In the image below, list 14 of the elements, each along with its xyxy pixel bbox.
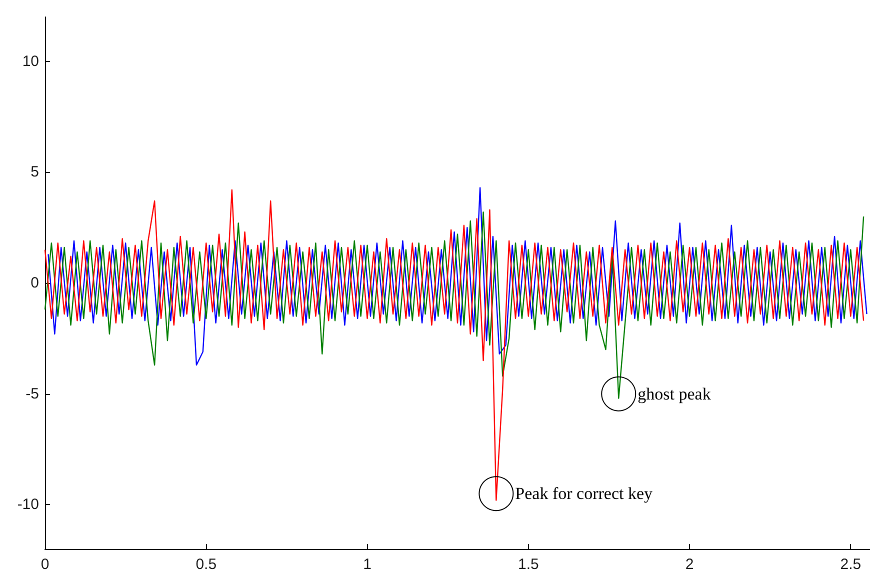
x-tick-label: 1.5 <box>518 556 539 573</box>
x-tick-label: 2 <box>685 556 694 573</box>
x-tick-label: 1 <box>363 556 372 573</box>
y-tick-label: 10 <box>22 52 39 70</box>
x-tick-label: 0.5 <box>196 556 217 573</box>
line-series <box>48 187 868 366</box>
y-tick-label: -10 <box>17 496 39 514</box>
annotation: Peak for correct key <box>515 484 654 504</box>
line-series <box>44 189 864 501</box>
annotation: ghost peak <box>638 384 712 404</box>
y-tick-label: 5 <box>30 164 39 181</box>
x-tick-label: 2.5 <box>840 556 862 573</box>
y-tick-label: 0 <box>30 274 39 292</box>
y-tick-label: -5 <box>26 385 39 402</box>
